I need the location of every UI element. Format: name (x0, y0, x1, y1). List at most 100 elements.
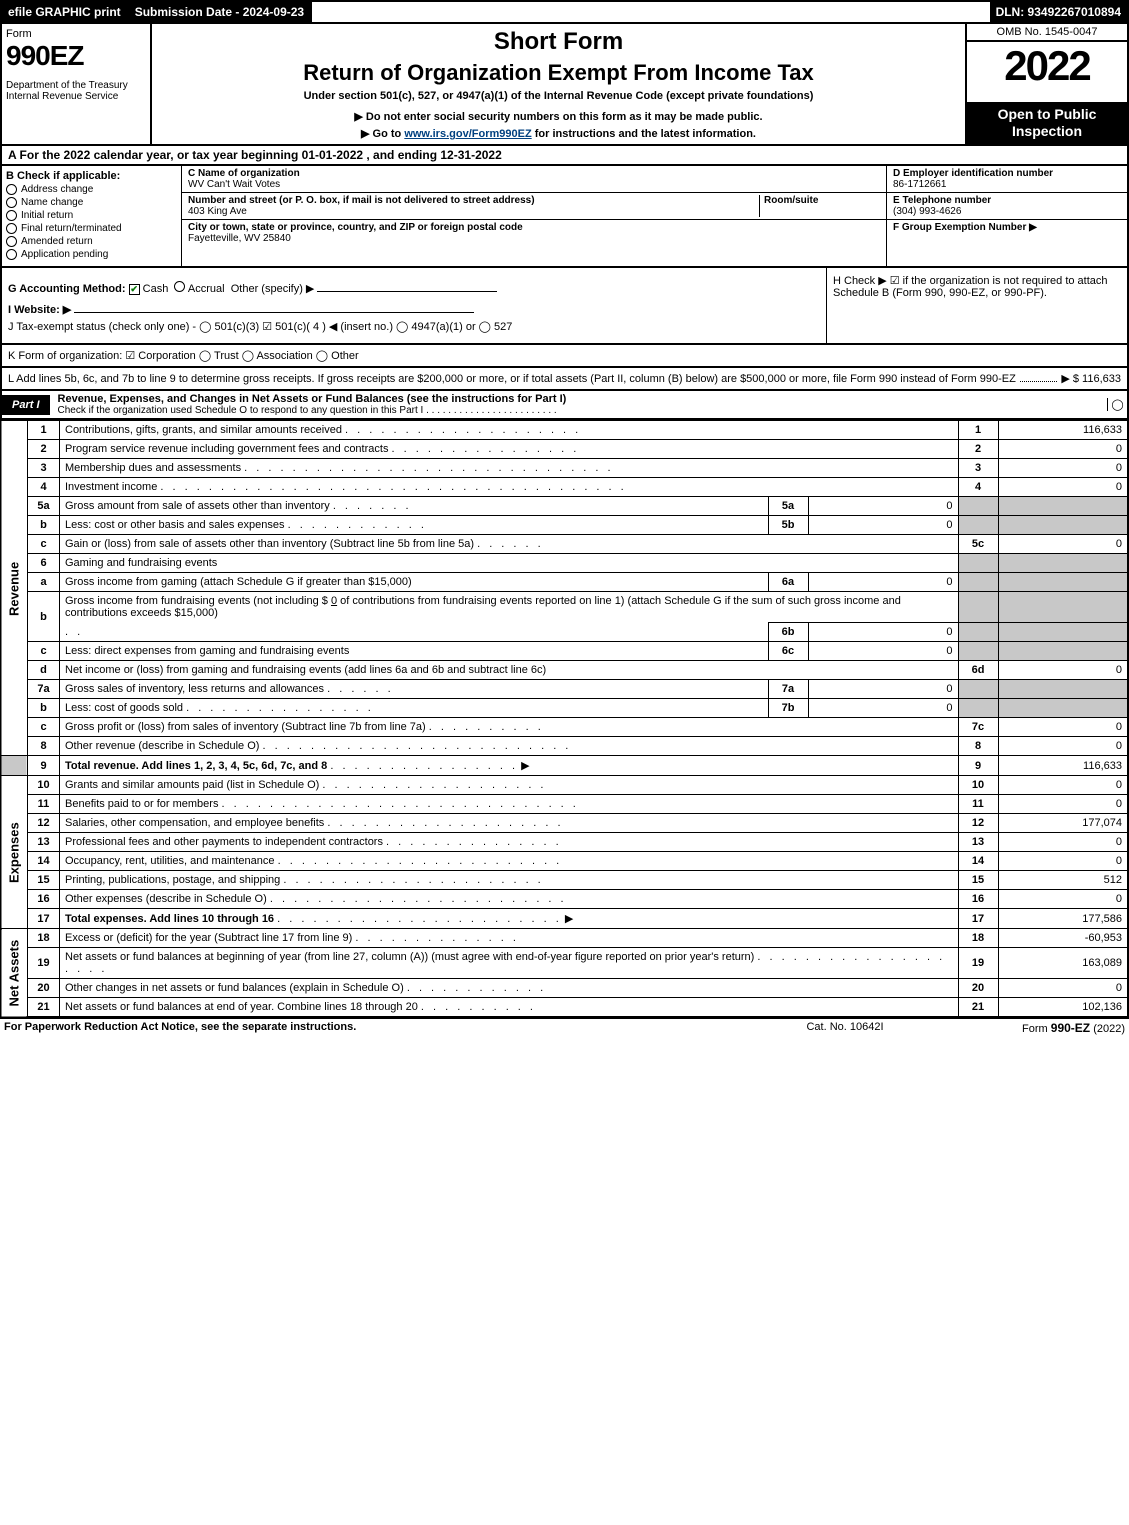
subno-5a: 5a (768, 497, 808, 516)
chk-application-pending[interactable] (6, 249, 17, 260)
lines-table: Revenue 1 Contributions, gifts, grants, … (0, 420, 1129, 1018)
lbl-application-pending: Application pending (21, 249, 108, 260)
L-amount: 116,633 (1061, 372, 1121, 385)
H-text: H Check ▶ ☑ if the organization is not r… (833, 275, 1108, 299)
lineno-7b: b (28, 699, 60, 718)
row-K: K Form of organization: ☑ Corporation ◯ … (0, 345, 1129, 368)
lineno-4: 4 (28, 478, 60, 497)
part1-sub: Check if the organization used Schedule … (58, 405, 1099, 416)
omb-number: OMB No. 1545-0047 (967, 24, 1127, 42)
row-I: I Website: ▶ (8, 299, 820, 316)
I-label: I Website: ▶ (8, 304, 71, 316)
chk-amended[interactable] (6, 236, 17, 247)
header-left: Form 990EZ Department of the Treasury In… (2, 24, 152, 144)
lineno-5a: 5a (28, 497, 60, 516)
lbl-initial-return: Initial return (21, 210, 73, 221)
irs-link[interactable]: www.irs.gov/Form990EZ (404, 128, 531, 140)
open-public: Open to Public Inspection (967, 102, 1127, 144)
desc-1: Contributions, gifts, grants, and simila… (65, 424, 342, 436)
other-specify-input[interactable] (317, 278, 497, 292)
chk-initial-return[interactable] (6, 210, 17, 221)
amt-11: 0 (998, 795, 1128, 814)
header-right: OMB No. 1545-0047 2022 Open to Public In… (967, 24, 1127, 144)
num-19: 19 (958, 948, 998, 979)
desc-6b-pre: Gross income from fundraising events (no… (65, 595, 331, 607)
desc-10: Grants and similar amounts paid (list in… (65, 779, 319, 791)
lineno-6b: b (28, 592, 60, 642)
phone: (304) 993-4626 (893, 206, 1121, 217)
C-addr-label: Number and street (or P. O. box, if mail… (188, 195, 755, 206)
amt-2: 0 (998, 440, 1128, 459)
chk-name-change[interactable] (6, 197, 17, 208)
lbl-amended: Amended return (21, 236, 93, 247)
num-7c: 7c (958, 718, 998, 737)
website-input[interactable] (74, 299, 474, 313)
chk-accrual[interactable] (174, 281, 185, 292)
desc-11: Benefits paid to or for members (65, 798, 218, 810)
C-city-label: City or town, state or province, country… (188, 222, 880, 233)
lineno-13: 13 (28, 833, 60, 852)
part1-title: Revenue, Expenses, and Changes in Net As… (50, 391, 1107, 418)
block-GHI: G Accounting Method: ✔ Cash Accrual Othe… (0, 268, 1129, 345)
desc-9: Total revenue. Add lines 1, 2, 3, 4, 5c,… (65, 760, 327, 772)
E-head: E Telephone number (893, 195, 1121, 206)
G-label: G Accounting Method: (8, 283, 126, 295)
amt-16: 0 (998, 890, 1128, 909)
lineno-9: 9 (28, 756, 60, 776)
desc-20: Other changes in net assets or fund bala… (65, 982, 404, 994)
amt-3: 0 (998, 459, 1128, 478)
lineno-6a: a (28, 573, 60, 592)
lineno-12: 12 (28, 814, 60, 833)
desc-6d: Net income or (loss) from gaming and fun… (65, 664, 546, 676)
submission-date: Submission Date - 2024-09-23 (129, 2, 312, 22)
lineno-1: 1 (28, 421, 60, 440)
lineno-11: 11 (28, 795, 60, 814)
B-head: B Check if applicable: (6, 170, 177, 182)
lineno-20: 20 (28, 979, 60, 998)
num-18: 18 (958, 929, 998, 948)
num-3: 3 (958, 459, 998, 478)
row-L: L Add lines 5b, 6c, and 7b to line 9 to … (0, 368, 1129, 391)
form-header: Form 990EZ Department of the Treasury In… (0, 24, 1129, 146)
block-BCDEF: B Check if applicable: Address change Na… (0, 166, 1129, 268)
num-16: 16 (958, 890, 998, 909)
tax-year: 2022 (967, 42, 1127, 102)
topbar-spacer (312, 2, 989, 22)
col-GI: G Accounting Method: ✔ Cash Accrual Othe… (2, 268, 827, 343)
num-10: 10 (958, 776, 998, 795)
subval-6c: 0 (808, 642, 958, 661)
num-21: 21 (958, 998, 998, 1018)
part1-tab: Part I (2, 395, 50, 415)
note2-post: for instructions and the latest informat… (532, 128, 756, 140)
desc-7b: Less: cost of goods sold (65, 702, 183, 714)
chk-cash[interactable]: ✔ (129, 284, 140, 295)
chk-final-return[interactable] (6, 223, 17, 234)
lineno-14: 14 (28, 852, 60, 871)
amt-5c: 0 (998, 535, 1128, 554)
netassets-vlabel: Net Assets (1, 929, 28, 1018)
org-address: 403 King Ave (188, 206, 755, 217)
revenue-divider (1, 756, 28, 776)
desc-8: Other revenue (describe in Schedule O) (65, 740, 259, 752)
desc-5a: Gross amount from sale of assets other t… (65, 500, 330, 512)
col-B: B Check if applicable: Address change Na… (2, 166, 182, 266)
subno-7b: 7b (768, 699, 808, 718)
amt-18: -60,953 (998, 929, 1128, 948)
amt-19: 163,089 (998, 948, 1128, 979)
desc-5b: Less: cost or other basis and sales expe… (65, 519, 285, 531)
header-note-1: ▶ Do not enter social security numbers o… (160, 110, 957, 123)
room-label: Room/suite (764, 195, 880, 206)
efile-print[interactable]: efile GRAPHIC print (2, 2, 129, 22)
desc-6: Gaming and fundraising events (65, 557, 217, 569)
footer-left: For Paperwork Reduction Act Notice, see … (4, 1021, 745, 1035)
chk-address-change[interactable] (6, 184, 17, 195)
subval-7a: 0 (808, 680, 958, 699)
J-text: J Tax-exempt status (check only one) - ◯… (8, 321, 512, 333)
desc-7a: Gross sales of inventory, less returns a… (65, 683, 324, 695)
lineno-17: 17 (28, 909, 60, 929)
part1-endcheck[interactable]: ◯ (1107, 398, 1127, 411)
num-20: 20 (958, 979, 998, 998)
ein: 86-1712661 (893, 179, 1121, 190)
num-9: 9 (958, 756, 998, 776)
num-17: 17 (958, 909, 998, 929)
